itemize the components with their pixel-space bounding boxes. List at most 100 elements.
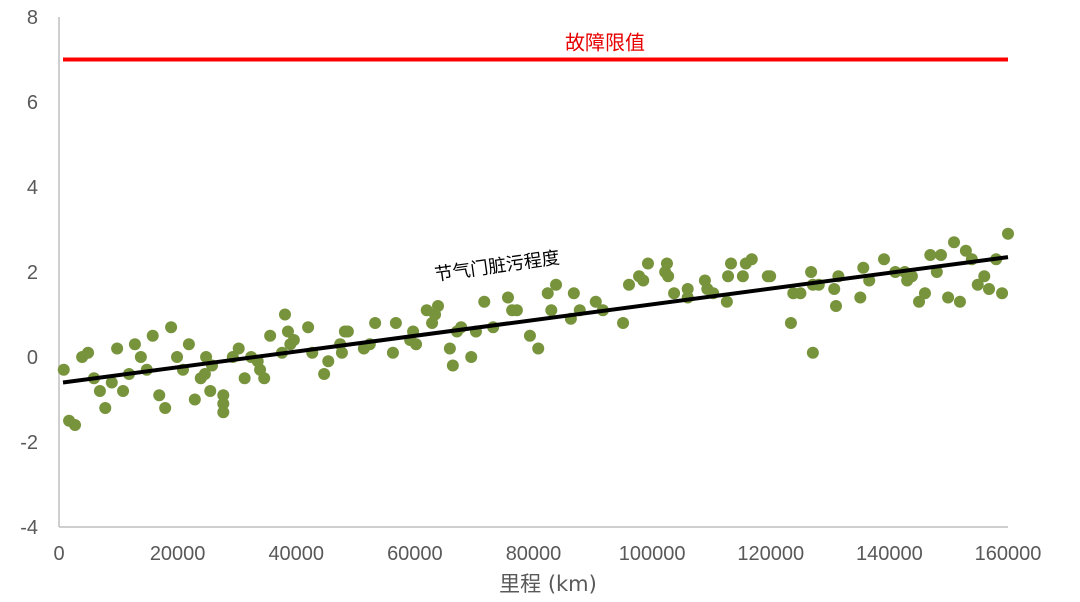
data-point bbox=[443, 342, 456, 355]
data-point bbox=[134, 351, 147, 363]
data-point bbox=[217, 389, 230, 402]
data-point bbox=[745, 253, 758, 266]
data-point bbox=[1002, 227, 1014, 240]
data-point bbox=[567, 287, 580, 300]
x-tick-label: 100000 bbox=[619, 543, 686, 565]
data-point bbox=[589, 295, 602, 308]
data-point bbox=[617, 317, 630, 329]
data-point bbox=[905, 270, 918, 283]
data-point bbox=[806, 346, 819, 359]
data-point bbox=[828, 283, 841, 295]
data-point bbox=[217, 406, 230, 419]
data-point bbox=[510, 304, 523, 317]
data-point bbox=[794, 287, 807, 300]
data-point bbox=[541, 287, 554, 300]
data-point bbox=[341, 325, 354, 338]
data-point bbox=[930, 266, 943, 278]
data-point bbox=[854, 291, 867, 304]
trendline bbox=[62, 255, 1009, 385]
data-point bbox=[501, 291, 514, 304]
y-axis-ticks: -4 -2 0 2 4 6 8 bbox=[20, 7, 38, 539]
data-point bbox=[159, 402, 172, 414]
data-point bbox=[369, 317, 382, 329]
data-point bbox=[57, 363, 70, 376]
data-point bbox=[953, 295, 966, 308]
data-point bbox=[200, 351, 213, 363]
data-point bbox=[165, 321, 178, 334]
data-point bbox=[335, 346, 348, 359]
data-point bbox=[128, 338, 141, 351]
data-point bbox=[465, 351, 478, 363]
data-point bbox=[805, 266, 818, 278]
data-point bbox=[171, 351, 184, 363]
data-point bbox=[720, 295, 733, 308]
data-point bbox=[959, 244, 972, 257]
y-tick-label: -4 bbox=[20, 517, 38, 539]
data-point bbox=[232, 342, 245, 355]
data-point bbox=[784, 317, 797, 329]
data-point bbox=[69, 419, 82, 431]
data-point bbox=[971, 278, 984, 291]
x-tick-label: 0 bbox=[53, 543, 64, 565]
data-point bbox=[641, 257, 654, 270]
data-point bbox=[983, 283, 996, 295]
x-tick-label: 60000 bbox=[387, 543, 443, 565]
data-point bbox=[204, 385, 217, 397]
data-point bbox=[117, 385, 130, 397]
data-point bbox=[188, 393, 201, 406]
data-point bbox=[264, 329, 277, 342]
data-point bbox=[386, 346, 399, 359]
y-tick-label: 8 bbox=[27, 7, 38, 29]
data-point bbox=[996, 287, 1009, 300]
x-tick-label: 140000 bbox=[856, 543, 923, 565]
data-point bbox=[934, 249, 947, 261]
x-tick-label: 120000 bbox=[737, 543, 804, 565]
data-point bbox=[217, 397, 230, 410]
data-point bbox=[318, 368, 331, 380]
data-point bbox=[660, 257, 673, 270]
data-point bbox=[764, 270, 777, 283]
data-point bbox=[878, 253, 891, 266]
data-point bbox=[258, 372, 271, 385]
data-point bbox=[918, 287, 931, 300]
x-tick-label: 160000 bbox=[975, 543, 1042, 565]
data-point bbox=[99, 402, 112, 414]
data-point bbox=[153, 389, 166, 402]
trendline-label: 节气门脏污程度 bbox=[433, 247, 561, 285]
data-point bbox=[287, 334, 300, 346]
x-tick-label: 20000 bbox=[150, 543, 206, 565]
x-axis-title: 里程 (km) bbox=[499, 572, 597, 596]
data-point bbox=[722, 270, 735, 283]
data-point bbox=[725, 257, 738, 270]
data-point bbox=[281, 325, 294, 338]
data-point bbox=[857, 261, 870, 274]
data-point bbox=[829, 300, 842, 312]
data-point bbox=[105, 376, 118, 389]
data-point bbox=[948, 236, 961, 249]
data-point bbox=[93, 385, 106, 397]
data-point bbox=[662, 270, 675, 283]
data-point bbox=[238, 372, 251, 385]
data-point bbox=[736, 270, 749, 283]
y-tick-label: 6 bbox=[27, 92, 38, 114]
data-point bbox=[82, 346, 95, 359]
data-point bbox=[389, 317, 402, 329]
data-point bbox=[322, 355, 335, 368]
data-point bbox=[432, 300, 445, 312]
data-point bbox=[978, 270, 991, 283]
fault-limit-label: 故障限值 bbox=[565, 31, 645, 55]
y-tick-label: -2 bbox=[20, 432, 38, 454]
data-point bbox=[924, 249, 937, 261]
data-point bbox=[146, 329, 159, 342]
data-point bbox=[182, 338, 195, 351]
data-point bbox=[668, 287, 681, 300]
data-point bbox=[550, 278, 563, 291]
data-point bbox=[523, 329, 536, 342]
data-point bbox=[913, 295, 926, 308]
x-axis-ticks: 0 20000 40000 60000 80000 100000 120000 140000 1… bbox=[53, 543, 1041, 565]
data-point bbox=[302, 321, 315, 334]
data-point bbox=[410, 338, 423, 351]
data-point bbox=[278, 308, 291, 321]
y-tick-label: 0 bbox=[27, 347, 38, 369]
